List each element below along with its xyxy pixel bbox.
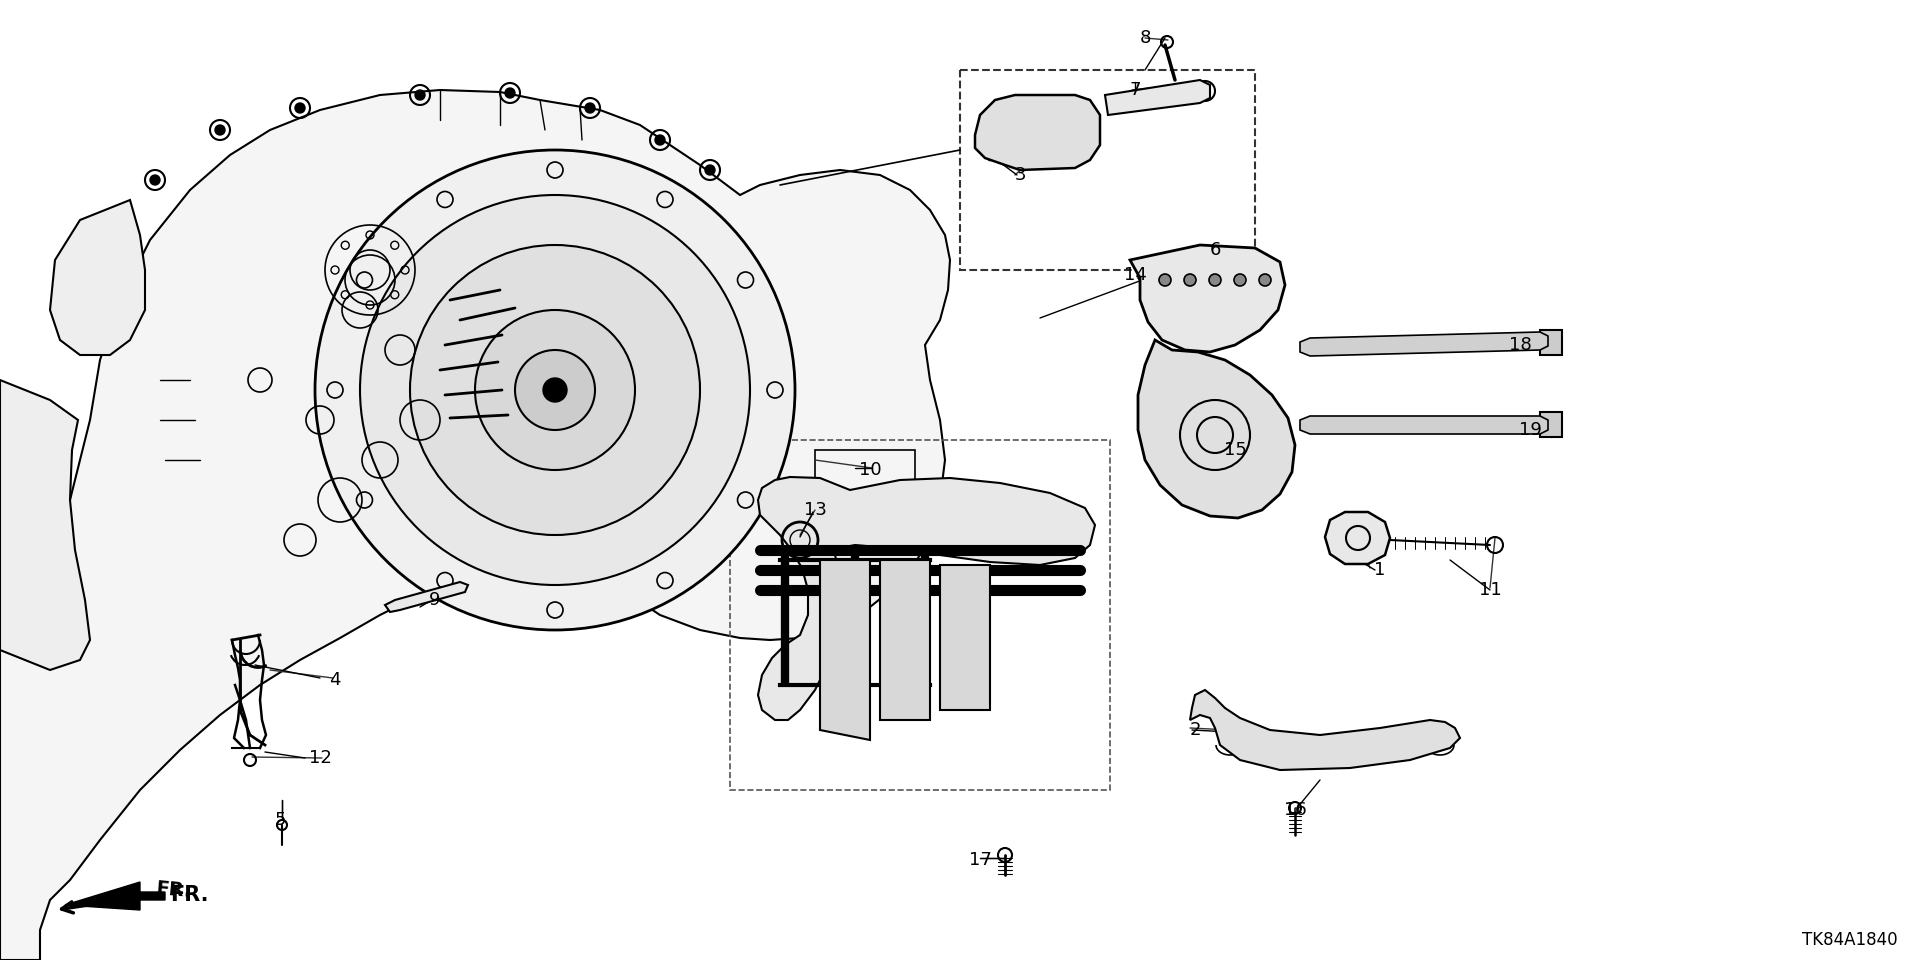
Circle shape [315,150,795,630]
Text: 15: 15 [1223,441,1246,459]
Circle shape [705,165,714,175]
Text: 11: 11 [1478,581,1501,599]
Circle shape [586,103,595,113]
Polygon shape [1131,245,1284,352]
Polygon shape [50,200,146,355]
Text: 17: 17 [968,851,991,869]
Polygon shape [1139,340,1294,518]
Circle shape [1200,86,1210,96]
Circle shape [150,175,159,185]
Circle shape [1260,274,1271,286]
Text: 2: 2 [1188,721,1200,739]
Text: 5: 5 [275,811,286,829]
Bar [1540,412,1563,437]
Circle shape [1185,274,1196,286]
Bar [814,450,916,520]
Circle shape [543,378,566,402]
Bar [730,440,1110,790]
Circle shape [411,245,701,535]
Circle shape [296,103,305,113]
Text: 9: 9 [430,591,442,609]
Text: 3: 3 [1014,166,1025,184]
Text: 8: 8 [1139,29,1150,47]
Polygon shape [386,582,468,612]
Polygon shape [1190,690,1459,770]
Text: 19: 19 [1519,421,1542,439]
Circle shape [1210,274,1221,286]
Text: 14: 14 [1123,266,1146,284]
Circle shape [361,195,751,585]
Polygon shape [1300,416,1548,434]
Text: 7: 7 [1129,81,1140,99]
Text: 6: 6 [1210,241,1221,259]
Bar [1540,330,1563,355]
Polygon shape [1106,80,1210,115]
Polygon shape [0,90,950,960]
Text: 1: 1 [1375,561,1386,579]
Circle shape [474,310,636,470]
Polygon shape [820,560,870,740]
Polygon shape [0,380,90,670]
Text: 12: 12 [309,749,332,767]
Text: 18: 18 [1509,336,1532,354]
Text: 16: 16 [1284,801,1306,819]
Polygon shape [65,882,165,910]
Polygon shape [758,477,1094,720]
Polygon shape [1325,512,1390,564]
Text: 13: 13 [804,501,826,519]
Polygon shape [941,565,991,710]
Circle shape [505,88,515,98]
Circle shape [1160,274,1171,286]
Bar [960,70,1256,270]
Polygon shape [975,95,1100,170]
Circle shape [1235,274,1246,286]
Circle shape [415,90,424,100]
Text: 4: 4 [328,671,340,689]
Text: FR.: FR. [156,879,192,901]
Polygon shape [879,560,929,720]
Circle shape [515,350,595,430]
Circle shape [215,125,225,135]
Circle shape [655,135,664,145]
Text: FR.: FR. [171,885,209,905]
Polygon shape [1300,332,1548,356]
Text: 10: 10 [858,461,881,479]
Text: TK84A1840: TK84A1840 [1803,931,1897,949]
